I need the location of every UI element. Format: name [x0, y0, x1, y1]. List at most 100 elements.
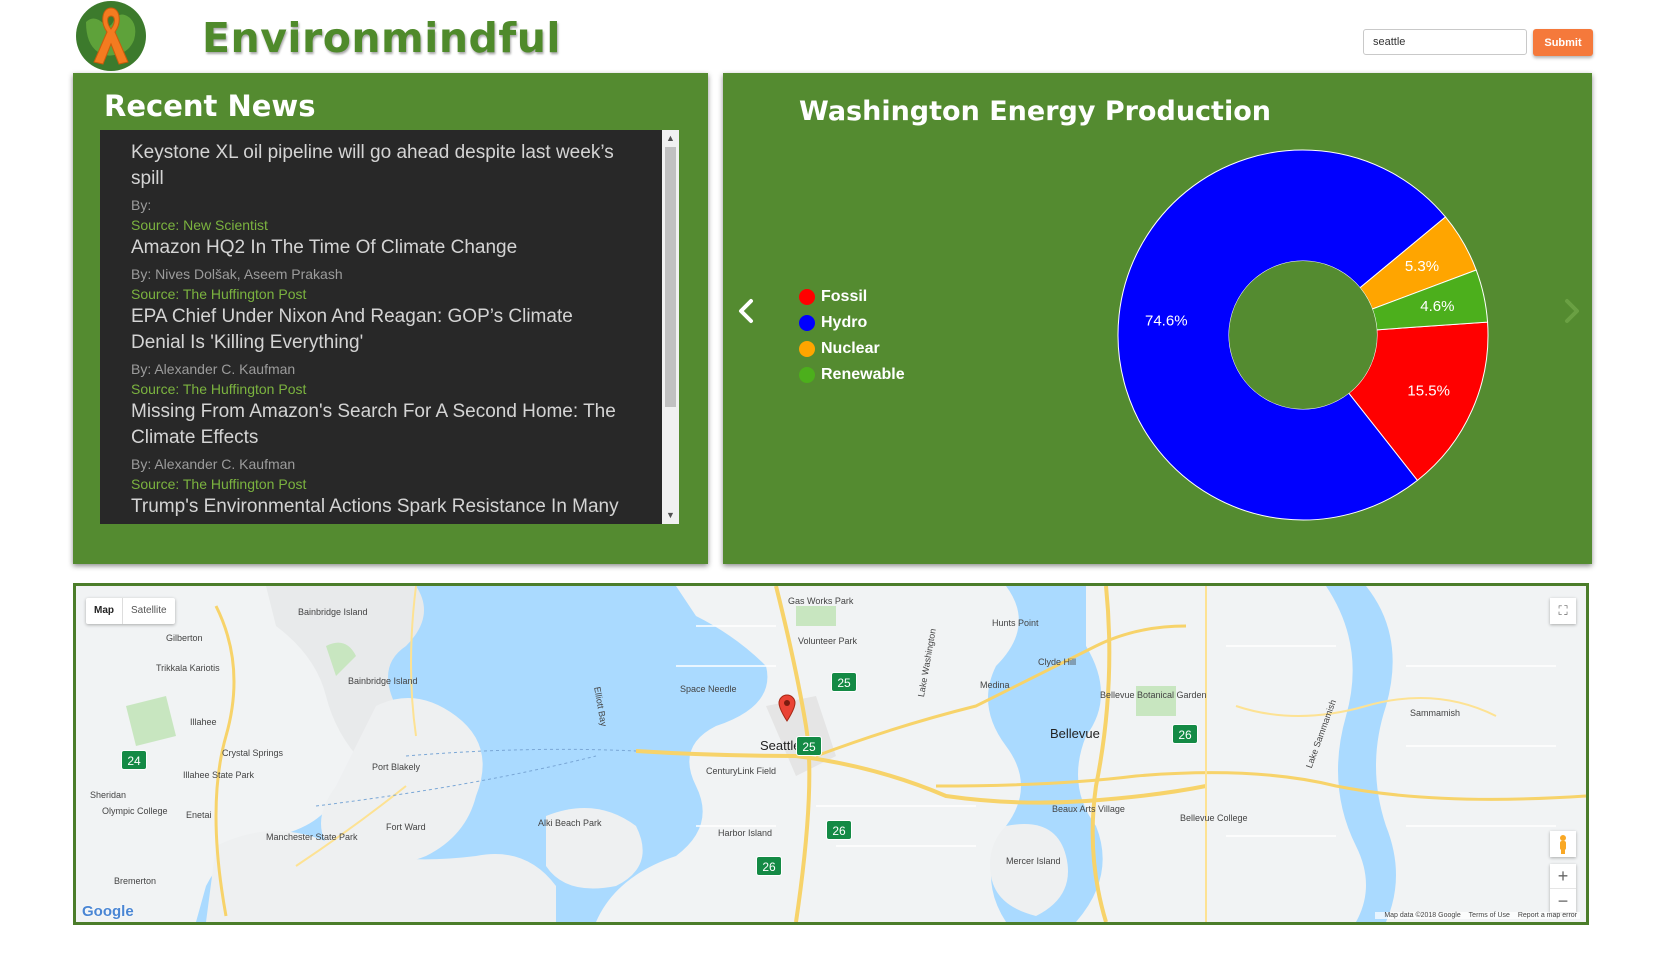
- map-place-label: Sheridan: [90, 790, 127, 800]
- terms-of-use-link[interactable]: Terms of Use: [1468, 912, 1510, 919]
- carousel-next-chevron-icon[interactable]: [1557, 293, 1585, 329]
- news-item[interactable]: Amazon HQ2 In The Time Of Climate Change…: [131, 235, 631, 304]
- news-item-title[interactable]: EPA Chief Under Nixon And Reagan: GOP’s …: [131, 306, 573, 353]
- map-place-label: Bellevue College: [1180, 813, 1248, 823]
- map-place-label: Illahee: [190, 717, 217, 727]
- map-place-label: Medina: [980, 680, 1010, 690]
- map-place-label: Bremerton: [114, 876, 157, 886]
- news-item-source: Source: New Scientist: [131, 217, 268, 233]
- news-item-title[interactable]: Keystone XL oil pipeline will go ahead d…: [131, 142, 614, 189]
- map-place-label: Manchester State Park: [266, 832, 358, 842]
- legend-item-renewable[interactable]: Renewable: [799, 362, 905, 388]
- map-attribution: Map data ©2018 Google Terms of Use Repor…: [1375, 912, 1580, 919]
- legend-item-hydro[interactable]: Hydro: [799, 310, 905, 336]
- news-item[interactable]: Keystone XL oil pipeline will go ahead d…: [131, 140, 631, 235]
- legend-label: Renewable: [821, 366, 905, 383]
- legend-swatch: [799, 289, 815, 305]
- map-place-label: Olympic College: [102, 806, 168, 816]
- map-place-label: Bellevue: [1050, 726, 1100, 741]
- news-item-author: By: Nives Dolšak, Aseem Prakash: [131, 266, 343, 282]
- map-place-label: Harbor Island: [718, 828, 773, 838]
- google-logo: Google: [82, 903, 134, 920]
- legend-swatch: [799, 315, 815, 331]
- news-item-author: By: Alexander C. Kaufman: [131, 361, 296, 377]
- news-item-author: By: Alexander C. Kaufman: [131, 456, 296, 472]
- news-scrollbar[interactable]: ▲ ▼: [662, 130, 679, 524]
- legend-swatch: [799, 341, 815, 357]
- map-place-label: Beaux Arts Village: [1052, 804, 1125, 814]
- pegman-streetview-icon[interactable]: [1550, 831, 1576, 857]
- location-pin-icon[interactable]: [778, 694, 796, 722]
- submit-button[interactable]: Submit: [1533, 29, 1593, 56]
- map-place-label: Illahee State Park: [183, 770, 255, 780]
- map-place-label: Bellevue Botanical Garden: [1100, 690, 1207, 700]
- map-place-label: Trikkala Kariotis: [156, 663, 220, 673]
- news-item[interactable]: Trump's Environmental Actions Spark Resi…: [131, 494, 631, 524]
- map-place-label: Bainbridge Island: [348, 676, 418, 686]
- highway-shield-icon: 26: [826, 820, 852, 840]
- news-item-title[interactable]: Amazon HQ2 In The Time Of Climate Change: [131, 237, 518, 258]
- legend-label: Nuclear: [821, 340, 880, 357]
- news-panel-title: Recent News: [104, 89, 316, 123]
- map-place-label: Sammamish: [1410, 708, 1461, 718]
- news-item-source: Source: The Huffington Post: [131, 286, 307, 302]
- scroll-up-arrow-icon[interactable]: ▲: [666, 133, 675, 143]
- map-data-credit: Map data ©2018 Google: [1384, 912, 1461, 919]
- map-type-satellite-button[interactable]: Satellite: [122, 598, 175, 624]
- donut-hole: [1229, 261, 1377, 409]
- energy-donut-chart: 15.5% 74.6% 5.3% 4.6%: [1117, 149, 1489, 521]
- news-item[interactable]: Missing From Amazon's Search For A Secon…: [131, 399, 631, 494]
- chart-legend: Fossil Hydro Nuclear Renewable: [799, 284, 905, 388]
- legend-item-nuclear[interactable]: Nuclear: [799, 336, 905, 362]
- map-place-label: Hunts Point: [992, 618, 1039, 628]
- map-place-label: Fort Ward: [386, 822, 426, 832]
- chart-title: Washington Energy Production: [799, 96, 1271, 127]
- search-input[interactable]: [1363, 29, 1527, 55]
- map-place-label: Crystal Springs: [222, 748, 284, 758]
- map-place-label: Alki Beach Park: [538, 818, 602, 828]
- carousel-prev-chevron-icon[interactable]: [733, 293, 761, 329]
- map-place-label: Mercer Island: [1006, 856, 1061, 866]
- news-item-title[interactable]: Missing From Amazon's Search For A Secon…: [131, 401, 616, 448]
- news-item[interactable]: EPA Chief Under Nixon And Reagan: GOP’s …: [131, 304, 631, 399]
- map-place-label: Clyde Hill: [1038, 657, 1077, 667]
- donut-slice-label: 15.5%: [1407, 383, 1450, 400]
- brand-title: Environmindful: [202, 14, 561, 62]
- fullscreen-icon[interactable]: ⛶: [1550, 598, 1576, 624]
- donut-slice-label: 74.6%: [1145, 312, 1188, 329]
- report-map-error-link[interactable]: Report a map error: [1517, 912, 1577, 919]
- zoom-control: + −: [1550, 864, 1576, 912]
- donut-slice-hydro[interactable]: [1117, 149, 1447, 521]
- map-place-label: Gas Works Park: [788, 596, 854, 606]
- donut-slice-label: 5.3%: [1405, 258, 1439, 275]
- map-place-label: Bainbridge Island: [298, 607, 368, 617]
- map-place-label: Port Blakely: [372, 762, 421, 772]
- news-item-source: Source: The Huffington Post: [131, 381, 307, 397]
- news-list: Keystone XL oil pipeline will go ahead d…: [131, 140, 631, 524]
- news-list-box[interactable]: Keystone XL oil pipeline will go ahead d…: [100, 130, 679, 524]
- news-item-title[interactable]: Trump's Environmental Actions Spark Resi…: [131, 496, 619, 524]
- map-view[interactable]: Bainbridge Island Gilberton Trikkala Kar…: [73, 583, 1589, 925]
- zoom-in-button[interactable]: +: [1557, 866, 1569, 886]
- highway-shield-icon: 25: [796, 736, 822, 756]
- legend-item-fossil[interactable]: Fossil: [799, 284, 905, 310]
- map-place-label: CenturyLink Field: [706, 766, 777, 776]
- map-place-label: Space Needle: [680, 684, 737, 694]
- scroll-down-arrow-icon[interactable]: ▼: [666, 510, 675, 520]
- legend-swatch: [799, 367, 815, 383]
- news-item-author: By:: [131, 197, 152, 213]
- highway-shield-icon: 26: [756, 856, 782, 876]
- map-place-label: Enetai: [186, 810, 212, 820]
- zoom-out-button[interactable]: −: [1550, 888, 1576, 913]
- highway-shield-icon: 24: [121, 750, 147, 770]
- highway-shield-icon: 26: [1172, 724, 1198, 744]
- map-place-label: Gilberton: [166, 633, 203, 643]
- scroll-thumb[interactable]: [665, 147, 676, 407]
- map-place-label: Seattle: [760, 738, 801, 753]
- map-type-map-button[interactable]: Map: [94, 605, 114, 616]
- donut-slice-label: 4.6%: [1420, 298, 1454, 315]
- news-item-source: Source: The Huffington Post: [131, 476, 307, 492]
- ribbon-logo-icon: [74, 0, 148, 72]
- map-place-label: Volunteer Park: [798, 636, 858, 646]
- energy-panel: Washington Energy Production Fossil Hydr…: [723, 73, 1592, 564]
